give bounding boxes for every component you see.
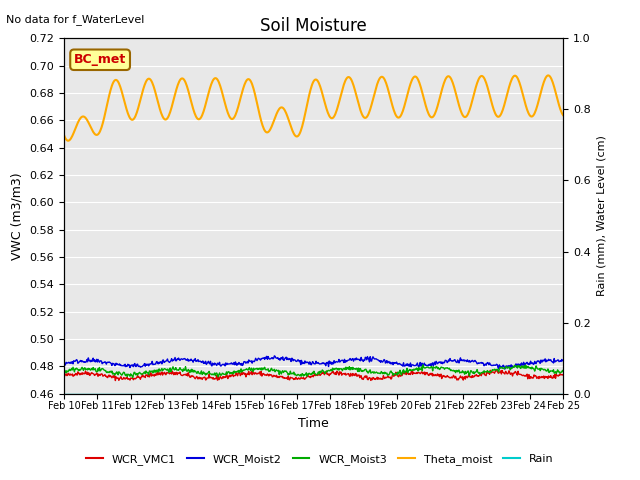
WCR_Moist3 [419,362,427,368]
Text: No data for f_WaterLevel: No data for f_WaterLevel [6,14,145,25]
Theta_moist [70,130,77,135]
WCR_Moist2 [559,358,567,363]
Theta_moist [374,78,382,84]
WCR_VMC1 [559,372,567,377]
Rain [374,391,381,396]
Theta_moist [559,112,567,118]
Rain [120,391,128,396]
WCR_Moist2 [374,357,382,363]
Rain [198,391,205,396]
WCR_VMC1 [111,378,119,384]
WCR_Moist3 [559,368,567,374]
WCR_Moist3 [389,372,397,378]
WCR_Moist3 [172,365,180,371]
WCR_VMC1 [389,372,397,377]
WCR_Moist3 [198,372,206,377]
WCR_Moist3 [120,370,128,375]
Line: Theta_moist: Theta_moist [64,75,563,141]
Legend: WCR_VMC1, WCR_Moist2, WCR_Moist3, Theta_moist, Rain: WCR_VMC1, WCR_Moist2, WCR_Moist3, Theta_… [82,450,558,469]
WCR_Moist2 [198,360,205,365]
Line: WCR_Moist3: WCR_Moist3 [64,365,563,377]
Theta_moist [60,132,68,138]
Y-axis label: Rain (mm), Water Level (cm): Rain (mm), Water Level (cm) [596,135,606,297]
WCR_VMC1 [374,375,382,381]
WCR_Moist2 [501,366,509,372]
X-axis label: Time: Time [298,417,329,430]
Title: Soil Moisture: Soil Moisture [260,17,367,36]
WCR_Moist2 [172,355,179,360]
Text: BC_met: BC_met [74,53,126,66]
Line: WCR_Moist2: WCR_Moist2 [64,356,563,369]
Rain [388,391,396,396]
WCR_Moist2 [69,361,77,367]
WCR_Moist2 [389,362,397,368]
Y-axis label: VWC (m3/m3): VWC (m3/m3) [11,172,24,260]
Theta_moist [172,89,180,95]
Theta_moist [198,112,206,118]
WCR_VMC1 [172,370,180,375]
WCR_Moist3 [374,370,382,376]
WCR_VMC1 [60,372,68,378]
WCR_Moist3 [69,364,77,370]
Rain [69,391,77,396]
Rain [172,391,179,396]
Theta_moist [544,72,552,78]
WCR_VMC1 [69,373,77,379]
Line: WCR_VMC1: WCR_VMC1 [64,370,563,381]
WCR_VMC1 [492,367,500,373]
WCR_Moist3 [129,374,136,380]
Theta_moist [121,101,129,107]
WCR_VMC1 [198,376,206,382]
Rain [60,391,68,396]
WCR_Moist2 [271,353,278,359]
Rain [559,391,567,396]
WCR_Moist2 [120,363,128,369]
Theta_moist [389,105,397,111]
WCR_Moist2 [60,360,68,366]
WCR_VMC1 [121,376,129,382]
Theta_moist [65,138,72,144]
WCR_Moist3 [60,368,68,374]
